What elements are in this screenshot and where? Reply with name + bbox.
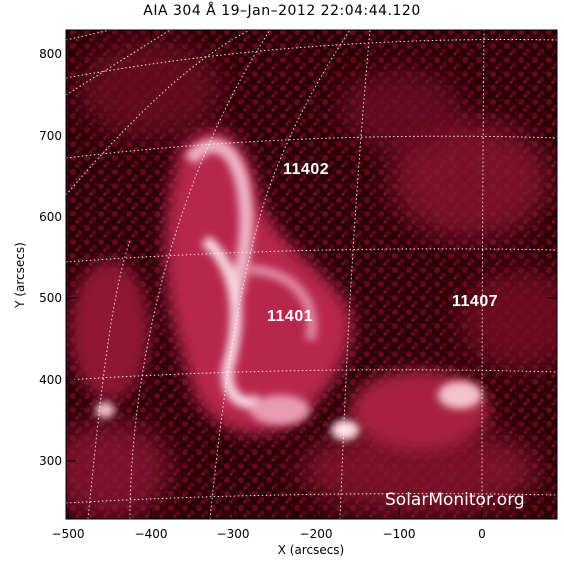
x-tick-label: −300 [217, 527, 250, 541]
x-tick-label: −500 [52, 527, 85, 541]
plot-frame [65, 29, 558, 520]
solar-disk-image: 11402 11401 11407 SolarMonitor.org [66, 30, 557, 519]
region-label-11401: 11401 [267, 308, 313, 325]
x-tick-label: −100 [383, 527, 416, 541]
y-tick-label: 400 [39, 373, 62, 387]
y-tick-label: 300 [39, 454, 62, 468]
heliographic-grid [66, 30, 557, 519]
region-label-11402: 11402 [283, 161, 329, 178]
credit-watermark: SolarMonitor.org [385, 490, 525, 510]
y-axis-label: Y (arcsecs) [13, 242, 27, 309]
y-tick-label: 500 [39, 291, 62, 305]
x-tick-label: −200 [300, 527, 333, 541]
x-tick-label: −400 [135, 527, 168, 541]
y-tick-label: 700 [39, 129, 62, 143]
y-tick-label: 600 [39, 210, 62, 224]
plot-title: AIA 304 Å 19–Jan–2012 22:04:44.120 [143, 3, 421, 19]
y-axis-ticks [66, 53, 557, 462]
y-tick-label: 800 [39, 47, 62, 61]
x-tick-label: 0 [478, 527, 486, 541]
region-label-11407: 11407 [452, 293, 498, 310]
x-axis-label: X (arcsecs) [278, 543, 345, 557]
x-axis-ticks [67, 30, 483, 519]
